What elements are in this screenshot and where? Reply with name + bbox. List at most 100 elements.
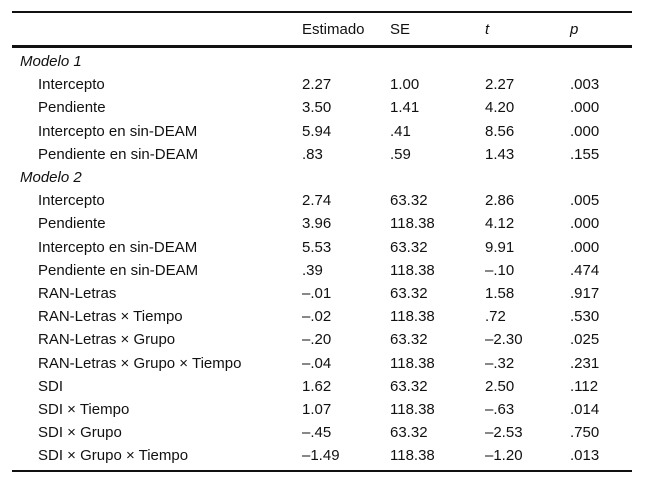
predictor-label: SDI × Grupo [38,424,122,442]
t-value: –.10 [485,261,515,279]
table-row: SDI 1.62 63.32 2.50 .112 [12,375,632,398]
p-value: .000 [570,238,600,256]
table-row: Intercepto en sin-DEAM 5.53 63.32 9.91 .000 [12,236,632,259]
predictor-label: Intercepto [38,192,105,210]
se-value: 1.00 [390,76,420,94]
section-header-row: Modelo 1 [12,50,632,73]
t-value: 8.56 [485,122,515,140]
estimado-value: 1.62 [302,377,332,395]
se-value: 118.38 [390,261,435,279]
table-row: Pendiente en sin-DEAM .39 118.38 –.10 .474 [12,259,632,282]
estimado-value: –.20 [302,331,332,349]
p-value: .000 [570,99,600,117]
table-body: Modelo 1 Intercepto 2.27 1.00 2.27 .003 Pendie… [12,48,632,470]
table-row: Pendiente en sin-DEAM .83 .59 1.43 .155 [12,143,632,166]
p-value: .750 [570,424,600,442]
p-value: .474 [570,261,600,279]
predictor-label: RAN-Letras × Grupo [38,331,176,349]
t-value: 4.20 [485,99,515,117]
header-p: p [570,20,579,38]
predictor-label: Intercepto en sin-DEAM [38,238,198,256]
header-t: t [485,20,490,38]
estimado-value: –.02 [302,308,332,326]
section-title: Modelo 2 [20,169,82,187]
estimado-value: 2.27 [302,76,332,94]
t-value: –2.53 [485,424,523,442]
p-value: .112 [570,377,599,395]
t-value: 2.27 [485,76,515,94]
header-se: SE [390,20,411,38]
se-value: .59 [390,145,411,163]
t-value: 1.58 [485,284,515,302]
predictor-label: Intercepto en sin-DEAM [38,122,198,140]
p-value: .530 [570,308,600,326]
t-value: –.63 [485,400,515,418]
se-value: 118.38 [390,447,435,465]
estimado-value: –.45 [302,424,332,442]
se-value: 63.32 [390,424,428,442]
estimado-value: .83 [302,145,323,163]
p-value: .000 [570,215,600,233]
t-value: 1.43 [485,145,515,163]
se-value: 63.32 [390,331,428,349]
estimado-value: 3.50 [302,99,332,117]
predictor-label: Pendiente [38,215,106,233]
p-value: .917 [570,284,600,302]
predictor-label: RAN-Letras × Grupo × Tiempo [38,354,242,372]
estimado-value: –1.49 [302,447,340,465]
statistics-table: Estimado SE t p Modelo 1 Intercepto 2.27 1.… [12,11,632,473]
estimado-value: .39 [302,261,323,279]
se-value: 118.38 [390,400,435,418]
t-value: 2.50 [485,377,515,395]
table-row: Intercepto 2.74 63.32 2.86 .005 [12,189,632,212]
table-row: Intercepto 2.27 1.00 2.27 .003 [12,73,632,96]
estimado-value: 1.07 [302,400,332,418]
se-value: 118.38 [390,308,435,326]
predictor-label: RAN-Letras × Tiempo [38,308,183,326]
t-value: 9.91 [485,238,515,256]
table-row: SDI × Grupo –.45 63.32 –2.53 .750 [12,421,632,444]
estimado-value: 3.96 [302,215,332,233]
p-value: .000 [570,122,600,140]
se-value: 63.32 [390,377,428,395]
section-header-row: Modelo 2 [12,166,632,189]
predictor-label: Pendiente en sin-DEAM [38,261,199,279]
predictor-label: Pendiente [38,99,106,117]
predictor-label: SDI × Grupo × Tiempo [38,447,189,465]
t-value: 4.12 [485,215,515,233]
predictor-label: SDI [38,377,64,395]
table-header-row: Estimado SE t p [12,13,632,48]
se-value: 118.38 [390,215,435,233]
predictor-label: RAN-Letras [38,284,117,302]
predictor-label: SDI × Tiempo [38,400,130,418]
predictor-label: Pendiente en sin-DEAM [38,145,199,163]
p-value: .025 [570,331,600,349]
table-row: RAN-Letras × Grupo × Tiempo –.04 118.38 –.3… [12,351,632,374]
se-value: 63.32 [390,192,428,210]
table-row: RAN-Letras –.01 63.32 1.58 .917 [12,282,632,305]
p-value: .013 [570,447,600,465]
p-value: .155 [570,145,600,163]
table-row: RAN-Letras × Grupo –.20 63.32 –2.30 .025 [12,328,632,351]
p-value: .005 [570,192,600,210]
p-value: .003 [570,76,600,94]
se-value: .41 [390,122,411,140]
table-row: Pendiente 3.50 1.41 4.20 .000 [12,96,632,119]
t-value: –1.20 [485,447,523,465]
estimado-value: –.01 [302,284,332,302]
table-row: Pendiente 3.96 118.38 4.12 .000 [12,212,632,235]
estimado-value: 5.94 [302,122,332,140]
table-row: Intercepto en sin-DEAM 5.94 .41 8.56 .000 [12,120,632,143]
header-estimado: Estimado [302,20,365,38]
se-value: 63.32 [390,284,428,302]
estimado-value: 2.74 [302,192,332,210]
t-value: –.32 [485,354,515,372]
table-row: RAN-Letras × Tiempo –.02 118.38 .72 .530 [12,305,632,328]
p-value: .014 [570,400,600,418]
table-row: SDI × Tiempo 1.07 118.38 –.63 .014 [12,398,632,421]
p-value: .231 [570,354,600,372]
se-value: 63.32 [390,238,428,256]
section-title: Modelo 1 [20,53,82,71]
t-value: 2.86 [485,192,515,210]
